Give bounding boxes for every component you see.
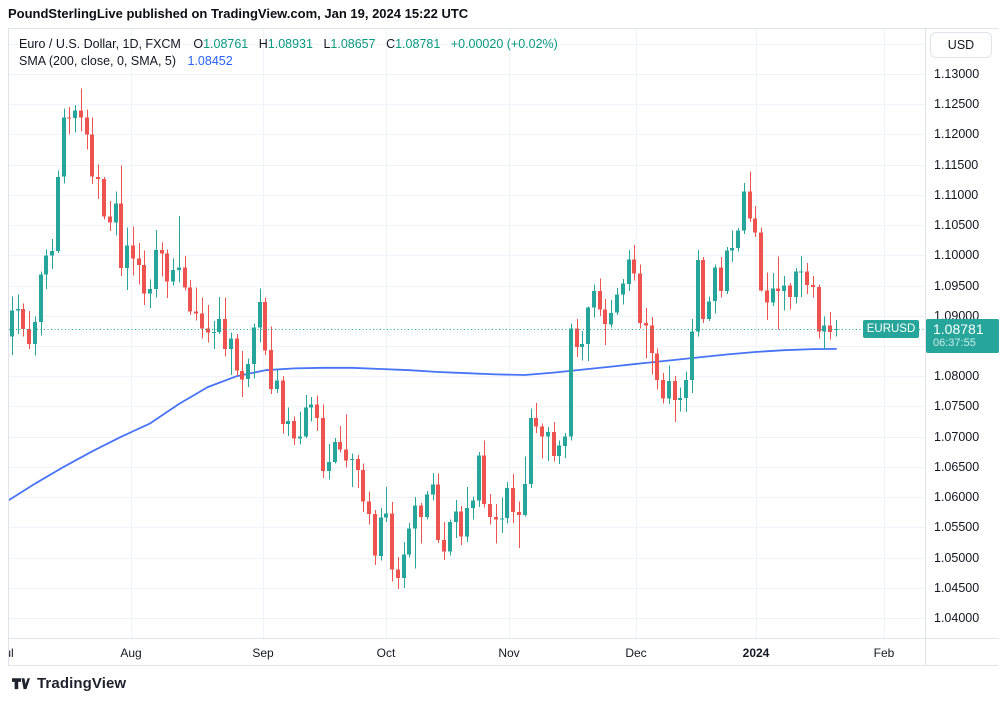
price-axis-label: 1.12000 <box>934 126 984 143</box>
price-axis-label: 1.05000 <box>934 549 984 566</box>
ohlc-low: L1.08657 <box>323 37 376 51</box>
price-chart-pane[interactable]: Euro / U.S. Dollar, 1D, FXCM O1.08761 H1… <box>9 29 925 638</box>
price-axis-label: 1.11000 <box>934 186 983 203</box>
tradingview-brand-link[interactable]: TradingView <box>37 675 127 692</box>
price-axis-label: 1.11500 <box>934 156 983 173</box>
time-axis-label: Sep <box>252 646 274 660</box>
time-axis-label: Oct <box>376 646 396 660</box>
price-axis-label: 1.06500 <box>934 458 984 475</box>
ohlc-high: H1.08931 <box>258 37 313 51</box>
price-axis-label: 1.09500 <box>934 277 984 294</box>
indicator-value: 1.08452 <box>187 54 233 68</box>
symbol-price-line-tag: EURUSD <box>863 320 919 338</box>
time-axis-label: Dec <box>625 646 647 660</box>
price-axis-label: 1.05500 <box>934 519 984 536</box>
time-axis-label: Aug <box>120 646 142 660</box>
time-axis-label: Jul <box>9 646 14 660</box>
publish-attribution: PoundSterlingLive published on TradingVi… <box>8 6 469 21</box>
last-price-value: 1.08781 <box>933 321 984 337</box>
ohlc-open: O1.08761 <box>193 37 249 51</box>
time-axis-label: Nov <box>498 646 520 660</box>
indicator-title[interactable]: SMA (200, close, 0, SMA, 5) <box>19 54 177 68</box>
price-axis-label: 1.10000 <box>934 247 984 264</box>
price-axis-label: 1.06000 <box>934 489 984 506</box>
price-axis-label: 1.04500 <box>934 579 984 596</box>
footer-bar: TradingView <box>0 666 1002 701</box>
last-price-badge: 1.08781 06:37:55 <box>926 319 999 353</box>
tradingview-logo-icon[interactable] <box>12 677 30 691</box>
legend-symbol-row: Euro / U.S. Dollar, 1D, FXCM O1.08761 H1… <box>19 36 558 53</box>
candlestick-chart[interactable] <box>9 29 925 638</box>
time-axis[interactable]: Jul Aug Sep Oct Nov Dec 2024 Feb <box>9 638 999 666</box>
price-axis-label: 1.07000 <box>934 428 984 445</box>
currency-toggle-button[interactable]: USD <box>930 32 992 58</box>
chart-widget: Euro / U.S. Dollar, 1D, FXCM O1.08761 H1… <box>8 28 999 666</box>
legend-indicator-row: SMA (200, close, 0, SMA, 5) 1.08452 <box>19 53 558 70</box>
price-axis-label: 1.12500 <box>934 96 984 113</box>
chart-legend: Euro / U.S. Dollar, 1D, FXCM O1.08761 H1… <box>19 36 558 70</box>
price-axis[interactable]: USD 1.08781 06:37:55 1.13000 1.12500 1.120… <box>925 29 999 666</box>
ohlc-close: C1.08781 <box>386 37 441 51</box>
bar-close-countdown: 06:37:55 <box>933 337 976 349</box>
price-axis-label: 1.08000 <box>934 368 984 385</box>
price-axis-label: 1.07500 <box>934 398 984 415</box>
time-axis-label: 2024 <box>742 646 770 660</box>
price-axis-label: 1.04000 <box>934 609 984 626</box>
symbol-title[interactable]: Euro / U.S. Dollar, 1D, FXCM <box>19 37 181 51</box>
price-change: +0.00020 (+0.02%) <box>450 37 558 51</box>
time-axis-label: Feb <box>873 646 895 660</box>
price-axis-label: 1.13000 <box>934 66 984 82</box>
price-axis-label: 1.10500 <box>934 217 984 234</box>
